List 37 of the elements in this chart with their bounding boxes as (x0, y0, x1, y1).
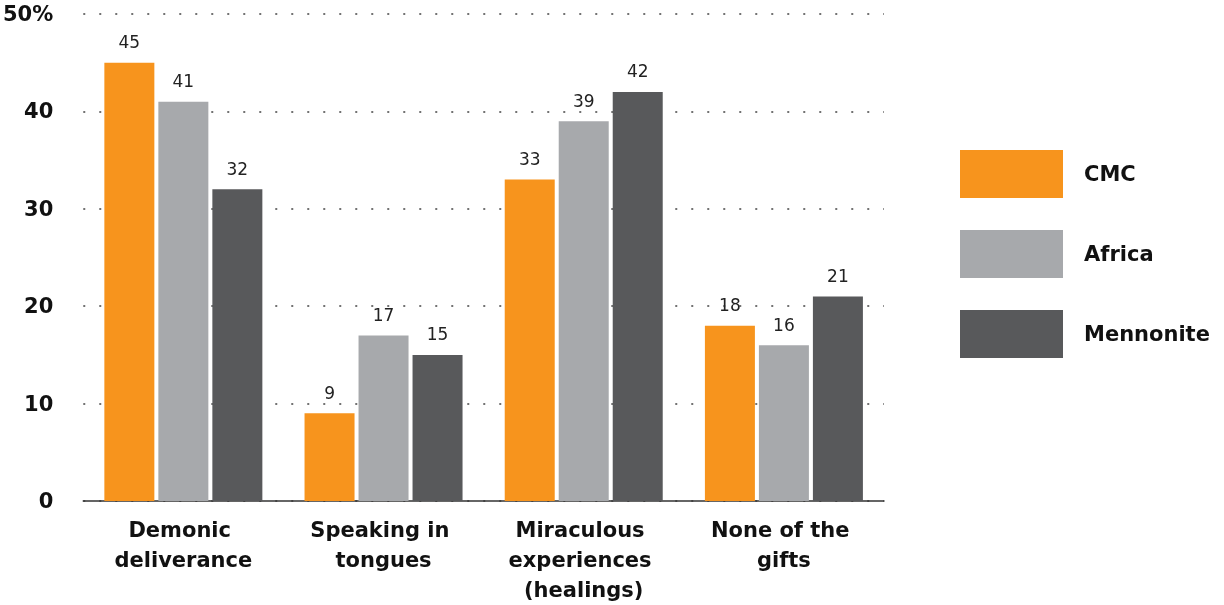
data-label: 41 (172, 71, 195, 92)
legend-label: CMC (1084, 162, 1136, 186)
y-tick-label: 10 (24, 391, 54, 416)
x-tick-label: None of the gifts (710, 518, 857, 572)
data-label: 18 (719, 295, 741, 316)
y-tick-label: 0 (38, 489, 54, 513)
bar (558, 121, 609, 501)
y-tick-label: 20 (24, 294, 54, 319)
bar (812, 296, 863, 501)
data-label: 45 (118, 32, 141, 53)
y-tick-label: 50% (3, 2, 54, 26)
bar (104, 62, 155, 501)
data-label: 39 (572, 90, 595, 111)
x-tick-label: Miraculous experiences (healings) (508, 518, 659, 602)
bar (612, 91, 663, 501)
bar (304, 413, 355, 501)
x-tick-label: Speaking in tongues (310, 518, 457, 572)
data-label: 16 (773, 314, 795, 335)
bar (704, 325, 755, 501)
data-label: 21 (827, 265, 849, 286)
bar (158, 101, 209, 501)
bar (358, 335, 409, 501)
data-label: 42 (626, 61, 649, 82)
data-label: 9 (324, 382, 335, 403)
legend-label: Mennonite (1084, 322, 1210, 346)
data-label: 32 (226, 158, 249, 179)
bar (412, 354, 463, 501)
data-label: 15 (426, 324, 449, 345)
bar (212, 189, 263, 501)
bar (504, 179, 555, 501)
data-label: 17 (372, 304, 395, 325)
bar (758, 345, 809, 501)
x-tick-label: Demonic deliverance (114, 518, 253, 572)
y-tick-label: 30 (24, 196, 54, 221)
data-label: 33 (518, 149, 541, 170)
y-tick-label: 40 (24, 99, 54, 124)
legend-label: Africa (1084, 242, 1154, 266)
